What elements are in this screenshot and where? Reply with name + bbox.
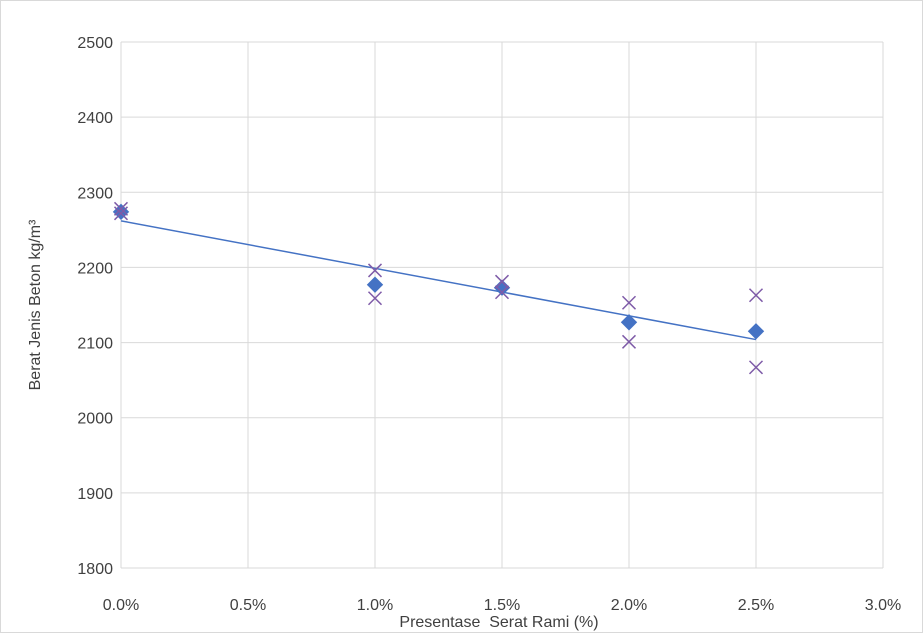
x-marker-stroke [621,295,637,310]
x-marker [113,206,129,221]
x-marker-stroke [748,288,764,303]
marker-layer [112,201,765,375]
x-marker [367,291,383,306]
y-tick-label: 2100 [77,336,113,353]
x-tick-label: 2.0% [611,597,647,614]
y-tick-label: 2500 [77,35,113,52]
x-marker [748,360,764,375]
y-tick-label: 1800 [77,561,113,578]
linear-trendline [120,220,757,341]
x-tick-label: 1.5% [484,597,520,614]
x-marker-stroke [621,334,637,349]
x-marker-stroke [367,291,383,306]
x-axis-title: Presentase Serat Rami (%) [399,614,598,631]
x-tick-label: 3.0% [865,597,901,614]
y-tick-label: 2400 [77,110,113,127]
gridlines [120,41,884,569]
x-marker-stroke [748,360,764,375]
y-axis-title: Berat Jenis Beton kg/m³ [27,219,44,390]
x-tick-label: 2.5% [738,597,774,614]
x-marker-stroke [113,201,129,216]
x-tick-label: 1.0% [357,597,393,614]
x-marker-stroke [494,285,510,300]
diamond-marker [493,279,511,296]
x-marker [367,263,383,278]
x-marker [494,285,510,300]
x-marker [621,334,637,349]
x-marker [494,274,510,289]
x-marker-stroke [113,206,129,221]
y-tick-label: 1900 [77,486,113,503]
x-marker [748,288,764,303]
x-tick-label: 0.0% [103,597,139,614]
y-tick-label: 2000 [77,411,113,428]
x-marker-stroke [494,274,510,289]
diamond-marker [366,276,384,293]
tick-labels: 1800 1900 2000 2100 2200 2300 2400 2500 0.0% 0.5%… [77,35,901,614]
diamond-marker [747,323,765,340]
diamond-marker [620,314,638,331]
y-tick-label: 2200 [77,260,113,277]
trendline-layer [120,220,757,341]
x-marker [621,295,637,310]
x-marker-stroke [367,263,383,278]
x-marker [113,201,129,216]
y-tick-label: 2300 [77,185,113,202]
x-tick-label: 0.5% [230,597,266,614]
